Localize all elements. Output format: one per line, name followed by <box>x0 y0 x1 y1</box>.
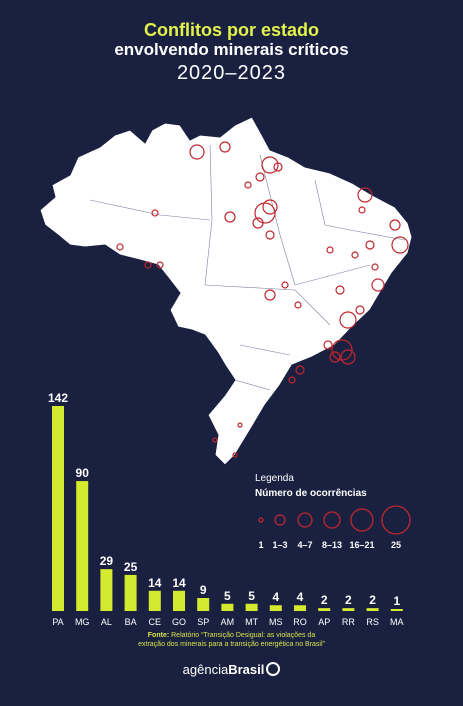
legend-label-2: 1–3 <box>272 540 287 550</box>
source-note: Fonte: Relatório “Transição Desigual: as… <box>0 631 463 649</box>
bar-value-GO: 14 <box>172 576 186 590</box>
chart-title-line1: Conflitos por estado <box>144 20 319 40</box>
legend-circle-4 <box>323 511 341 529</box>
bar-label-CE: CE <box>149 617 162 627</box>
bar-label-SP: SP <box>197 617 209 627</box>
bar-MA <box>390 609 403 611</box>
bar-label-MA: MA <box>390 617 404 627</box>
bar-RO <box>294 605 306 611</box>
legend-subtitle: Número de ocorrências <box>255 488 367 499</box>
bar-RS <box>366 608 379 611</box>
bar-label-PA: PA <box>52 617 63 627</box>
bar-GO <box>173 590 185 611</box>
legend-label-5: 16–21 <box>349 540 374 550</box>
bar-AM <box>221 603 234 611</box>
bar-MS <box>269 605 282 611</box>
bar-RR <box>342 608 355 611</box>
legend-label-4: 8–13 <box>322 540 342 550</box>
bar-label-GO: GO <box>172 617 186 627</box>
chart-title-years: 2020–2023 <box>176 62 287 84</box>
bar-label-MG: MG <box>75 617 90 627</box>
bar-value-SP: 9 <box>200 583 207 597</box>
legend-circles: 1 1–3 4–7 8–13 16–21 25 <box>258 505 411 550</box>
bar-value-PA: 142 <box>48 391 68 405</box>
legend-label-1: 1 <box>258 540 263 550</box>
bar-AL <box>100 569 113 611</box>
brazil-map <box>39 116 413 465</box>
bar-label-AM: AM <box>221 617 235 627</box>
bar-label-RO: RO <box>293 617 307 627</box>
bar-value-MA: 1 <box>393 594 400 608</box>
bar-value-AL: 29 <box>100 554 114 568</box>
bar-BA <box>124 574 137 611</box>
brazil-shape <box>39 116 413 465</box>
bar-value-BA: 25 <box>124 560 138 574</box>
bar-value-RS: 2 <box>369 593 376 607</box>
bar-label-AP: AP <box>318 617 330 627</box>
legend-title: Legenda <box>255 473 294 484</box>
bar-MG <box>76 481 89 611</box>
legend-label-3: 4–7 <box>297 540 312 550</box>
chart-title-line2: envolvendo minerais críticos <box>114 40 349 59</box>
bar-label-RS: RS <box>366 617 379 627</box>
bar-AP <box>318 608 331 611</box>
bar-value-MS: 4 <box>272 590 279 604</box>
bar-value-AM: 5 <box>224 589 231 603</box>
source-text-2: extração dos minerais para a transição e… <box>138 641 325 648</box>
bar-SP <box>197 598 210 611</box>
source-text-1: Relatório “Transição Desigual: as violaç… <box>171 632 316 639</box>
legend-circle-5 <box>350 508 374 532</box>
legend-circle-3 <box>297 512 313 528</box>
legend-circle-1 <box>258 517 264 523</box>
bar-MT <box>245 603 258 611</box>
agencia-brasil-logo: agênciaBrasil <box>0 662 463 677</box>
source-label: Fonte: <box>147 632 170 639</box>
bar-PA <box>52 406 64 611</box>
bar-label-BA: BA <box>125 617 137 627</box>
bar-value-CE: 14 <box>148 576 162 590</box>
bar-label-AL: AL <box>101 617 112 627</box>
bar-value-RR: 2 <box>345 593 352 607</box>
bar-label-RR: RR <box>342 617 355 627</box>
logo-ring-icon <box>266 662 281 676</box>
logo-name: Brasil <box>228 662 265 677</box>
bar-value-MT: 5 <box>248 589 255 603</box>
legend-label-6: 25 <box>391 540 401 550</box>
bar-value-AP: 2 <box>321 593 328 607</box>
bar-label-MT: MT <box>245 617 258 627</box>
legend-circle-2 <box>274 514 286 526</box>
legend-circle-6 <box>381 505 411 535</box>
bar-CE <box>148 590 161 611</box>
bar-value-MG: 90 <box>76 466 90 480</box>
bar-label-MS: MS <box>269 617 283 627</box>
bar-value-RO: 4 <box>297 590 304 604</box>
logo-prefix: agência <box>182 662 229 677</box>
